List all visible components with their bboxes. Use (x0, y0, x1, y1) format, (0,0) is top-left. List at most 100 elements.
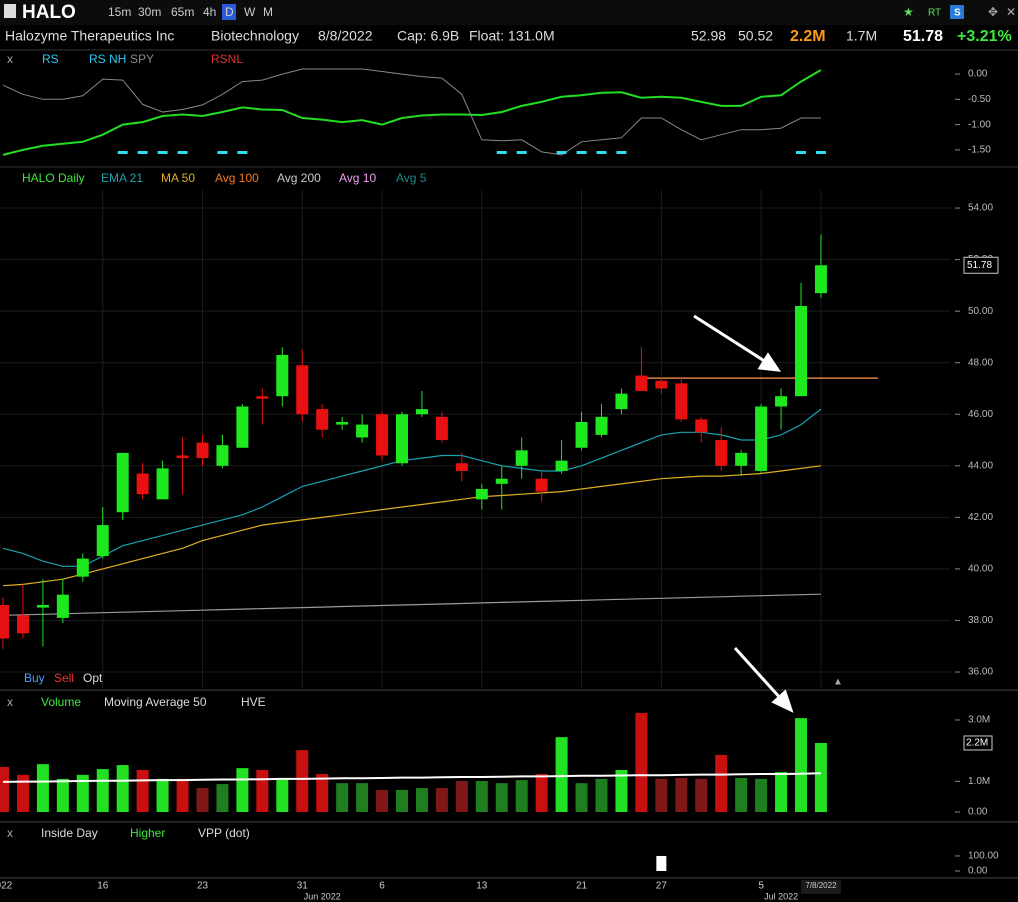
volume-bar (256, 769, 269, 812)
y-tick-label: 36.00 (968, 667, 993, 678)
scroll-icon[interactable]: ▲ (833, 677, 843, 688)
legend-item[interactable]: Avg 100 (215, 171, 259, 185)
last-box (963, 256, 999, 274)
legend-item[interactable]: Moving Average 50 (104, 695, 207, 709)
interval: M (263, 5, 273, 19)
candle-body (36, 605, 49, 608)
candle-body (635, 375, 648, 392)
volume-bar (316, 773, 329, 812)
candle-body (396, 414, 408, 464)
nh-marker (516, 151, 527, 154)
y-tick-label: 46.00 (968, 409, 993, 420)
candle-body (555, 460, 568, 471)
star[interactable]: ★ (903, 5, 914, 19)
candle-body (336, 421, 349, 425)
line (2, 593, 821, 616)
high: 52.98 (691, 28, 726, 44)
symbol[interactable]: HALO (22, 2, 76, 23)
legend-item[interactable]: MA 50 (161, 171, 195, 185)
candle-body (256, 396, 269, 399)
avg-volume: 1.7M (846, 28, 877, 44)
move-icon[interactable]: ✥ (988, 5, 998, 19)
x-tick-label: 2022 (0, 881, 13, 892)
legend-item[interactable]: Volume (41, 695, 81, 709)
y-tick-label: 44.00 (968, 460, 993, 471)
toolbar (0, 0, 1018, 25)
last: 51.78 (903, 28, 943, 45)
legend-item[interactable]: VPP (dot) (198, 826, 250, 840)
x-tick-label: 27 (656, 881, 668, 892)
volume-bar (595, 778, 608, 812)
volume-bar (56, 778, 69, 812)
s-icon[interactable] (950, 5, 964, 19)
volume-bar (435, 788, 448, 812)
candle-body (316, 409, 329, 430)
nh-marker (815, 151, 826, 154)
candle-body (0, 605, 9, 639)
legend-item[interactable]: HVE (241, 695, 266, 709)
volume-bar (76, 774, 89, 812)
candle-body (136, 473, 149, 495)
company: Halozyme Therapeutics Inc (5, 28, 174, 44)
last-label: 2.2M (966, 738, 988, 749)
legend-item[interactable]: RS NH (89, 52, 126, 66)
candle-body (715, 440, 728, 466)
candle-body (276, 354, 289, 397)
rt[interactable]: RT (928, 8, 941, 19)
legend-item[interactable]: Avg 10 (339, 171, 376, 185)
legend-item[interactable]: Inside Day (41, 826, 98, 840)
candle-body (755, 406, 768, 471)
interval: 65m (171, 5, 194, 19)
legend-item[interactable]: RS (42, 52, 59, 66)
volume-bar (495, 783, 508, 812)
close-icon[interactable]: ✕ (1006, 5, 1016, 19)
volume-bar (635, 712, 648, 812)
volume-bar (156, 778, 169, 812)
interval-selected (222, 4, 236, 20)
legend-item[interactable]: Avg 5 (396, 171, 427, 185)
candle-body (475, 489, 488, 500)
legend-item[interactable]: x (7, 826, 13, 840)
nh-marker (237, 151, 248, 154)
legend-item[interactable]: SPY (130, 52, 154, 66)
legend-item[interactable]: Buy (24, 671, 45, 685)
volume-bar (715, 754, 728, 812)
volume-bar (176, 778, 189, 812)
line (2, 69, 822, 156)
legend-item[interactable]: x (7, 52, 13, 66)
y-tick-label: 42.00 (968, 512, 993, 523)
legend-item[interactable]: x (7, 695, 13, 709)
legend-item[interactable]: EMA 21 (101, 171, 143, 185)
volume-bar (356, 783, 369, 812)
legend-item[interactable]: RSNL (211, 52, 243, 66)
volume-bar (136, 769, 149, 812)
nh-marker (556, 151, 567, 154)
legend-item[interactable]: Higher (130, 826, 165, 840)
volume-bar (36, 764, 49, 812)
volume-bar (555, 737, 568, 812)
candle-body (56, 594, 69, 618)
candle-body (116, 452, 129, 513)
legend-item[interactable]: HALO Daily (22, 171, 85, 185)
nh-marker (117, 151, 128, 154)
nh-marker (576, 151, 587, 154)
x-tick-label: 23 (197, 881, 209, 892)
nh-marker (177, 151, 188, 154)
volume-bar (16, 774, 29, 812)
legend-item[interactable]: Opt (83, 671, 103, 685)
line (2, 68, 821, 156)
legend-item[interactable]: Avg 200 (277, 171, 321, 185)
candle-body (775, 396, 788, 407)
volume-bar (296, 750, 309, 812)
candle-body (435, 416, 448, 441)
legend-item[interactable]: Sell (54, 671, 74, 685)
nh-marker (137, 151, 148, 154)
date: 8/8/2022 (318, 28, 373, 44)
line (2, 772, 821, 783)
x-tick-label: 13 (476, 881, 488, 892)
x-tick-label: 31 (297, 881, 309, 892)
candle-body (735, 452, 748, 466)
float: Float: 131.0M (469, 28, 555, 44)
candle-body (615, 393, 628, 410)
